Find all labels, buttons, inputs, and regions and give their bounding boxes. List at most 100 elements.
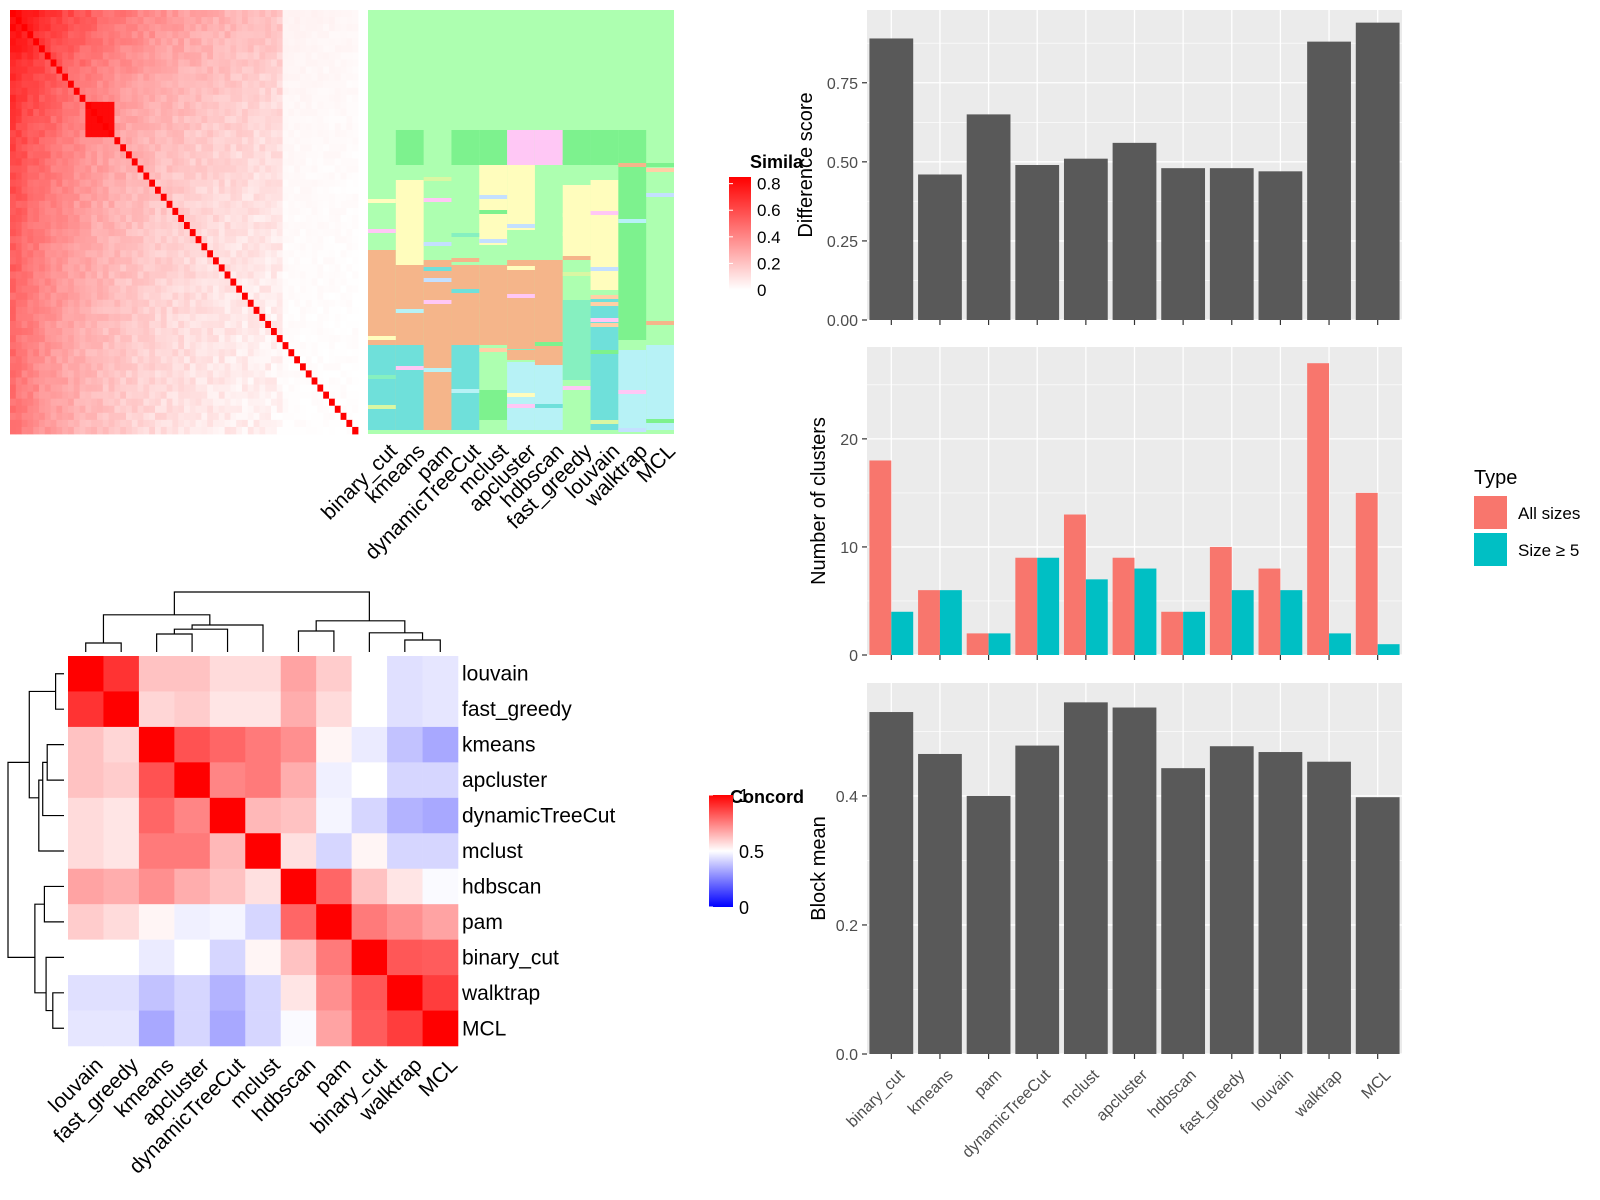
- similarity-cell: [305, 313, 312, 322]
- similarity-cell: [149, 116, 156, 124]
- similarity-cell: [288, 186, 295, 195]
- similarity-cell: [62, 101, 69, 110]
- similarity-cell: [10, 306, 17, 315]
- similarity-cell: [276, 222, 283, 230]
- similarity-cell: [155, 87, 162, 96]
- similarity-cell: [346, 137, 353, 145]
- similarity-cell: [44, 59, 51, 67]
- bar: [939, 590, 962, 655]
- similarity-cell: [247, 137, 254, 145]
- similarity-cell: [265, 264, 272, 272]
- bar: [1037, 557, 1060, 655]
- similarity-cell: [265, 52, 272, 60]
- similarity-cell: [323, 17, 330, 25]
- similarity-cell: [10, 363, 17, 371]
- similarity-cell: [247, 10, 254, 18]
- similarity-cell: [91, 236, 98, 244]
- similarity-cell: [259, 130, 266, 138]
- similarity-cell: [15, 200, 22, 209]
- similarity-cell: [340, 165, 347, 173]
- similarity-cell: [50, 45, 57, 53]
- similarity-cell: [33, 108, 40, 117]
- concordance-cell: [174, 833, 211, 870]
- similarity-cell: [79, 52, 86, 60]
- similarity-cell: [131, 59, 138, 67]
- similarity-cell: [207, 158, 214, 166]
- similarity-cell: [149, 151, 156, 159]
- similarity-cell: [340, 391, 347, 400]
- similarity-cell: [131, 257, 138, 265]
- similarity-cell: [108, 31, 115, 39]
- similarity-cell: [56, 384, 63, 392]
- similarity-cell: [253, 17, 260, 25]
- similarity-cell: [195, 186, 202, 195]
- similarity-cell: [282, 179, 289, 188]
- similarity-cell: [62, 10, 69, 18]
- similarity-cell: [305, 10, 312, 18]
- similarity-cell: [271, 17, 278, 25]
- similarity-cell: [242, 370, 249, 378]
- similarity-cell: [294, 285, 301, 294]
- similarity-cell: [253, 412, 260, 421]
- similarity-cell: [102, 17, 109, 25]
- similarity-cell: [236, 45, 243, 53]
- similarity-cell: [137, 384, 144, 392]
- similarity-cell: [44, 328, 51, 336]
- similarity-cell: [56, 45, 63, 53]
- similarity-cell: [207, 335, 214, 343]
- similarity-cell: [218, 349, 225, 357]
- similarity-cell: [189, 363, 196, 371]
- similarity-cell: [149, 391, 156, 400]
- similarity-cell: [195, 80, 202, 89]
- similarity-cell: [207, 370, 214, 378]
- similarity-cell: [108, 158, 115, 166]
- similarity-cell: [329, 144, 336, 152]
- similarity-cell: [27, 24, 34, 32]
- similarity-cell: [253, 243, 260, 251]
- similarity-cell: [207, 405, 214, 414]
- concordance-cell: [245, 762, 282, 799]
- similarity-cell: [329, 45, 336, 53]
- similarity-cell: [178, 165, 185, 173]
- x-tick-label: louvain: [1249, 1067, 1297, 1115]
- similarity-cell: [56, 313, 63, 322]
- similarity-cell: [102, 116, 109, 124]
- similarity-cell: [126, 384, 133, 392]
- similarity-cell: [195, 94, 202, 103]
- similarity-cell: [282, 278, 289, 286]
- similarity-cell: [73, 137, 80, 145]
- similarity-cell: [108, 123, 115, 131]
- similarity-cell: [276, 200, 283, 209]
- similarity-cell: [97, 398, 104, 407]
- similarity-cell: [44, 229, 51, 237]
- similarity-cell: [271, 165, 278, 173]
- similarity-cell: [271, 137, 278, 145]
- similarity-cell: [340, 222, 347, 230]
- similarity-cell: [91, 45, 98, 53]
- similarity-cell: [73, 151, 80, 159]
- similarity-cell: [143, 59, 150, 67]
- similarity-cell: [247, 313, 254, 322]
- similarity-cell: [68, 320, 75, 329]
- similarity-cell: [56, 363, 63, 371]
- similarity-cell: [155, 243, 162, 251]
- similarity-cell: [224, 398, 231, 407]
- similarity-cell: [114, 144, 121, 152]
- concordance-cell: [316, 797, 352, 834]
- concordance-cell: [422, 868, 459, 905]
- similarity-cell: [271, 370, 278, 378]
- similarity-cell: [294, 207, 301, 216]
- similarity-cell: [108, 17, 115, 25]
- similarity-cell: [155, 94, 162, 103]
- similarity-cell: [33, 292, 40, 301]
- similarity-cell: [184, 356, 191, 364]
- similarity-cell: [120, 151, 127, 159]
- similarity-cell: [178, 426, 185, 435]
- similarity-cell: [230, 356, 237, 364]
- similarity-cell: [288, 193, 295, 202]
- concordance-cell: [209, 1010, 246, 1047]
- similarity-cell: [79, 335, 86, 343]
- similarity-cell: [218, 59, 225, 67]
- similarity-cell: [15, 123, 22, 131]
- similarity-cell: [108, 66, 115, 74]
